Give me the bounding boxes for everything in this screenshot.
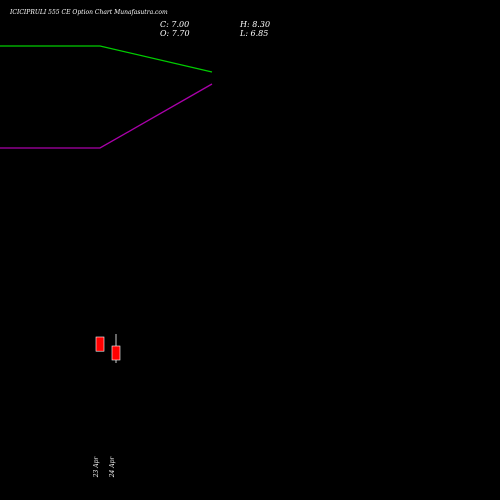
chart-title: ICICIPRULI 555 CE Option Chart Munafasut…: [10, 9, 168, 16]
open-readout: O: 7.70: [160, 29, 190, 38]
lower-band-line: [0, 83, 213, 149]
x-tick-label-2: 24 Apr: [109, 456, 116, 479]
high-readout: H: 8.30: [240, 20, 271, 29]
low-readout: L: 6.85: [240, 29, 269, 38]
candle-body-2: [111, 345, 121, 361]
close-readout: C: 7.00: [160, 20, 190, 29]
x-tick-label-1: 23 Apr: [93, 456, 100, 479]
upper-band-line: [0, 45, 213, 73]
candle-body-1: [95, 336, 105, 352]
